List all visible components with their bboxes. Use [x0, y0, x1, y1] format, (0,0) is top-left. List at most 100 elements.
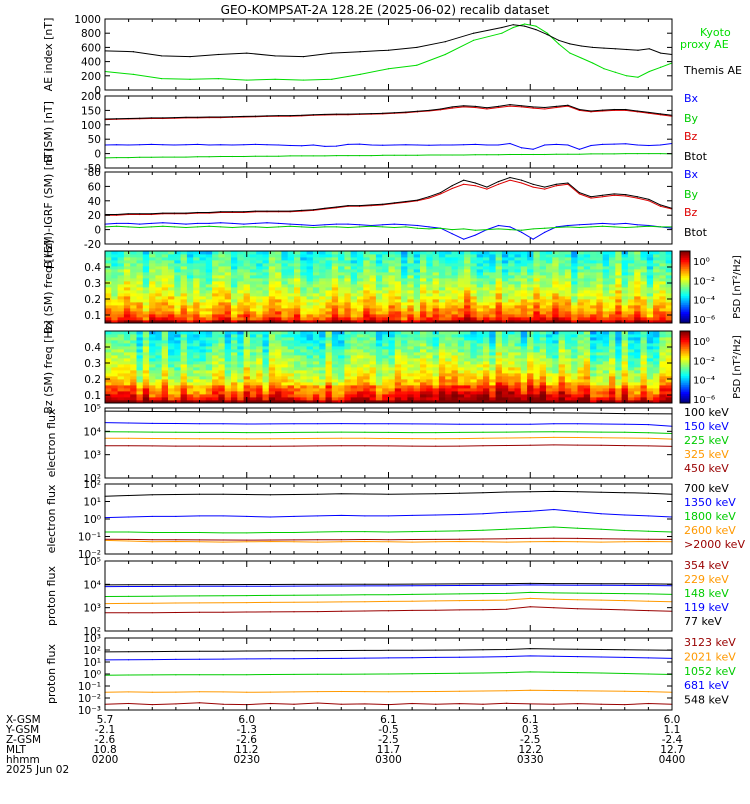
bz_spec-heatmap-cell	[344, 355, 351, 358]
bz_spec-heatmap-cell	[527, 382, 534, 385]
bsm-data-point	[452, 144, 453, 145]
bx_spec-heatmap-cell	[344, 251, 351, 254]
bx_spec-heatmap-cell	[225, 308, 232, 311]
bz_spec-heatmap-cell	[389, 340, 396, 343]
bx_spec-heatmap-cell	[231, 257, 238, 260]
bx_spec-heatmap-cell	[363, 257, 370, 260]
bx_spec-heatmap-cell	[527, 293, 534, 296]
bx_spec-heatmap-cell	[288, 263, 295, 266]
bz_spec-heatmap-cell	[300, 334, 307, 337]
bz_spec-heatmap-cell	[307, 349, 314, 352]
bx_spec-heatmap-cell	[137, 281, 144, 284]
bz_spec-heatmap-cell	[420, 352, 427, 355]
bz_spec-heatmap-cell	[578, 376, 585, 379]
bx_spec-heatmap-cell	[666, 275, 673, 278]
bz_spec-heatmap-cell	[200, 358, 207, 361]
bz_spec-heatmap-cell	[193, 397, 200, 400]
bz_spec-heatmap-cell	[578, 388, 585, 391]
bz_spec-heatmap-cell	[344, 379, 351, 382]
bsm-data-point	[324, 146, 325, 147]
bx_spec-heatmap-cell	[590, 254, 597, 257]
bx_spec-heatmap-cell	[578, 305, 585, 308]
bz_spec-heatmap-cell	[143, 343, 150, 346]
bsm_igrf-data-point	[556, 184, 557, 185]
bz_spec-heatmap-cell	[256, 373, 263, 376]
bz_spec-heatmap-cell	[426, 391, 433, 394]
bz_spec-heatmap-cell	[433, 334, 440, 337]
bz_spec-heatmap-cell	[275, 385, 282, 388]
bx_spec-heatmap-cell	[130, 281, 137, 284]
bx_spec-heatmap-cell	[143, 263, 150, 266]
bx_spec-heatmap-cell	[212, 293, 219, 296]
bx_spec-heatmap-cell	[615, 266, 622, 269]
bz_spec-heatmap-cell	[275, 391, 282, 394]
bz_spec-heatmap-cell	[250, 397, 257, 400]
bz_spec-heatmap-cell	[603, 376, 610, 379]
bz_spec-heatmap-cell	[483, 361, 490, 364]
bz_spec-heatmap-cell	[521, 361, 528, 364]
bsm-data-point	[544, 107, 545, 108]
bz_spec-heatmap-cell	[634, 367, 641, 370]
bz_spec-heatmap-cell	[288, 352, 295, 355]
bz_spec-heatmap-cell	[603, 388, 610, 391]
bz_spec-heatmap-cell	[313, 349, 320, 352]
bsm_igrf-ytick-label: 0	[94, 225, 101, 237]
bx_spec-heatmap-cell	[244, 257, 251, 260]
bsm_igrf-data-point	[139, 213, 140, 214]
bz_spec-heatmap-cell	[237, 358, 244, 361]
bz_spec-heatmap-cell	[250, 373, 257, 376]
bx_spec-heatmap-cell	[326, 314, 333, 317]
bx_spec-heatmap-cell	[237, 251, 244, 254]
bx_spec-heatmap-cell	[187, 311, 194, 314]
bz_spec-heatmap-cell	[344, 337, 351, 340]
bx_spec-heatmap-cell	[420, 263, 427, 266]
bx_spec-heatmap-cell	[307, 281, 314, 284]
bx_spec-heatmap-cell	[647, 278, 654, 281]
bz_spec-heatmap-cell	[552, 337, 559, 340]
bx_spec-heatmap-cell	[634, 281, 641, 284]
bx_spec-heatmap-cell	[647, 260, 654, 263]
bz_spec-heatmap-cell	[250, 382, 257, 385]
bz_spec-heatmap-cell	[559, 340, 566, 343]
bz_spec-heatmap-cell	[584, 397, 591, 400]
bz_spec-heatmap-cell	[193, 331, 200, 334]
bx_spec-heatmap-cell	[622, 302, 629, 305]
bx_spec-heatmap-cell	[137, 314, 144, 317]
bx_spec-heatmap-cell	[250, 302, 257, 305]
bsm_igrf-data-point	[394, 202, 395, 203]
bx_spec-heatmap-cell	[237, 275, 244, 278]
bx_spec-heatmap-cell	[477, 305, 484, 308]
bx_spec-heatmap-cell	[162, 296, 169, 299]
bsm-data-point	[232, 144, 233, 145]
bz_spec-heatmap-cell	[521, 379, 528, 382]
bx_spec-heatmap-cell	[401, 257, 408, 260]
bx_spec-heatmap-cell	[628, 296, 635, 299]
bx_spec-heatmap-cell	[118, 305, 125, 308]
ae-data-point	[535, 29, 536, 30]
bz_spec-heatmap-cell	[357, 343, 364, 346]
bsm-data-point	[116, 144, 117, 145]
bz_spec-heatmap-cell	[218, 361, 225, 364]
bz_spec-heatmap-cell	[477, 373, 484, 376]
bx_spec-heatmap-cell	[641, 299, 648, 302]
bx_spec-heatmap-cell	[218, 281, 225, 284]
bz_spec-heatmap-cell	[615, 391, 622, 394]
bz_spec-heatmap-cell	[275, 343, 282, 346]
bsm-data-point	[266, 156, 267, 157]
bz_spec-heatmap-cell	[622, 340, 629, 343]
bx_spec-heatmap-cell	[143, 299, 150, 302]
bz_spec-heatmap-cell	[603, 340, 610, 343]
bsm_igrf-data-point	[266, 222, 267, 223]
bx_spec-heatmap-cell	[489, 305, 496, 308]
bz_spec-heatmap-cell	[540, 394, 547, 397]
bx_spec-heatmap-cell	[382, 299, 389, 302]
bx_spec-heatmap-cell	[395, 275, 402, 278]
bsm_igrf-data-point	[232, 211, 233, 212]
bz_spec-heatmap-cell	[464, 385, 471, 388]
bx_spec-heatmap-cell	[250, 278, 257, 281]
bx_spec-heatmap-cell	[174, 260, 181, 263]
bz_spec-heatmap-cell	[382, 349, 389, 352]
bz_spec-heatmap-cell	[212, 376, 219, 379]
bx_spec-heatmap-cell	[489, 293, 496, 296]
bz_spec-heatmap-cell	[445, 340, 452, 343]
